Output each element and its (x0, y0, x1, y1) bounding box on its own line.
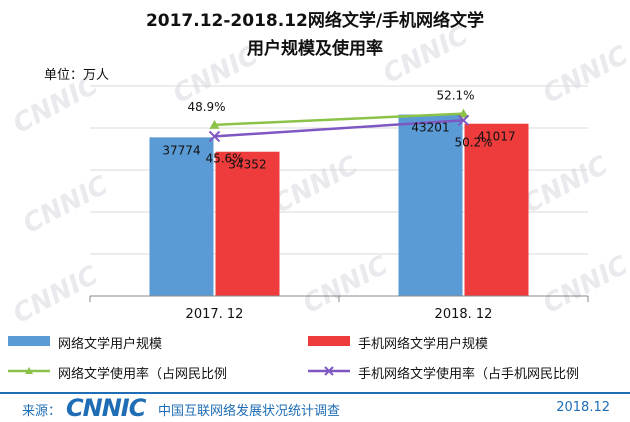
bar-value-label: 43201 (411, 121, 449, 135)
legend-label: 手机网络文学用户规模 (358, 337, 489, 352)
bars (149, 114, 529, 296)
legend-swatch (308, 336, 350, 346)
source-label: 来源： (22, 404, 62, 419)
legend: 网络文学用户规模 手机网络文学用户规模 网络文学使用率（占网民比例 手机网络文学… (0, 328, 630, 390)
bar (149, 137, 214, 296)
chart-title-line1: 2017.12-2018.12网络文学/手机网络文学 (145, 11, 485, 31)
bar (464, 123, 529, 296)
line-value-label: 48.9% (187, 100, 225, 114)
line-point (458, 108, 469, 118)
report-date: 2018.12 (556, 400, 610, 415)
x-axis: 2017. 12 2018. 12 (89, 295, 589, 322)
data-labels: 37774 43201 34352 41017 48.9% 52.1% 45.6% 50.2% (162, 89, 515, 172)
triangle-marker-icon (25, 367, 33, 374)
x-tick-label: 2018. 12 (435, 307, 493, 322)
bar-value-label: 37774 (162, 143, 200, 157)
x-tick-label: 2017. 12 (186, 307, 244, 322)
footer: 来源： CNNIC 中国互联网络发展状况统计调查 2018.12 (0, 392, 630, 422)
bar (398, 114, 463, 296)
series-line (214, 112, 464, 127)
line-point (457, 114, 470, 127)
legend-label: 手机网络文学使用率（占手机网民比例 (358, 367, 580, 382)
legend-swatch (8, 336, 50, 346)
line-value-label: 50.2% (454, 135, 492, 149)
unit-label: 单位：万人 (44, 68, 110, 83)
chart-area: 37774 43201 34352 41017 48.9% 52.1% 45.6% 50.2%… (89, 85, 589, 322)
x-marker-icon (324, 366, 334, 376)
legend-label: 网络文学用户规模 (58, 337, 163, 352)
lines (208, 108, 470, 143)
cnnic-logo: CNNIC (66, 394, 146, 422)
chart-title-line2: 用户规模及使用率 (247, 39, 383, 59)
line-point (208, 130, 221, 143)
legend-label: 网络文学使用率（占网民比例 (58, 367, 228, 382)
bar-value-label: 34352 (228, 158, 266, 172)
line-point (209, 119, 220, 129)
bar-value-label: 41017 (477, 130, 515, 144)
report-name: 中国互联网络发展状况统计调查 (158, 404, 341, 419)
line-value-label: 52.1% (436, 89, 474, 103)
line-value-label: 45.6% (205, 151, 243, 165)
series-line (214, 119, 464, 138)
bar (215, 151, 280, 296)
